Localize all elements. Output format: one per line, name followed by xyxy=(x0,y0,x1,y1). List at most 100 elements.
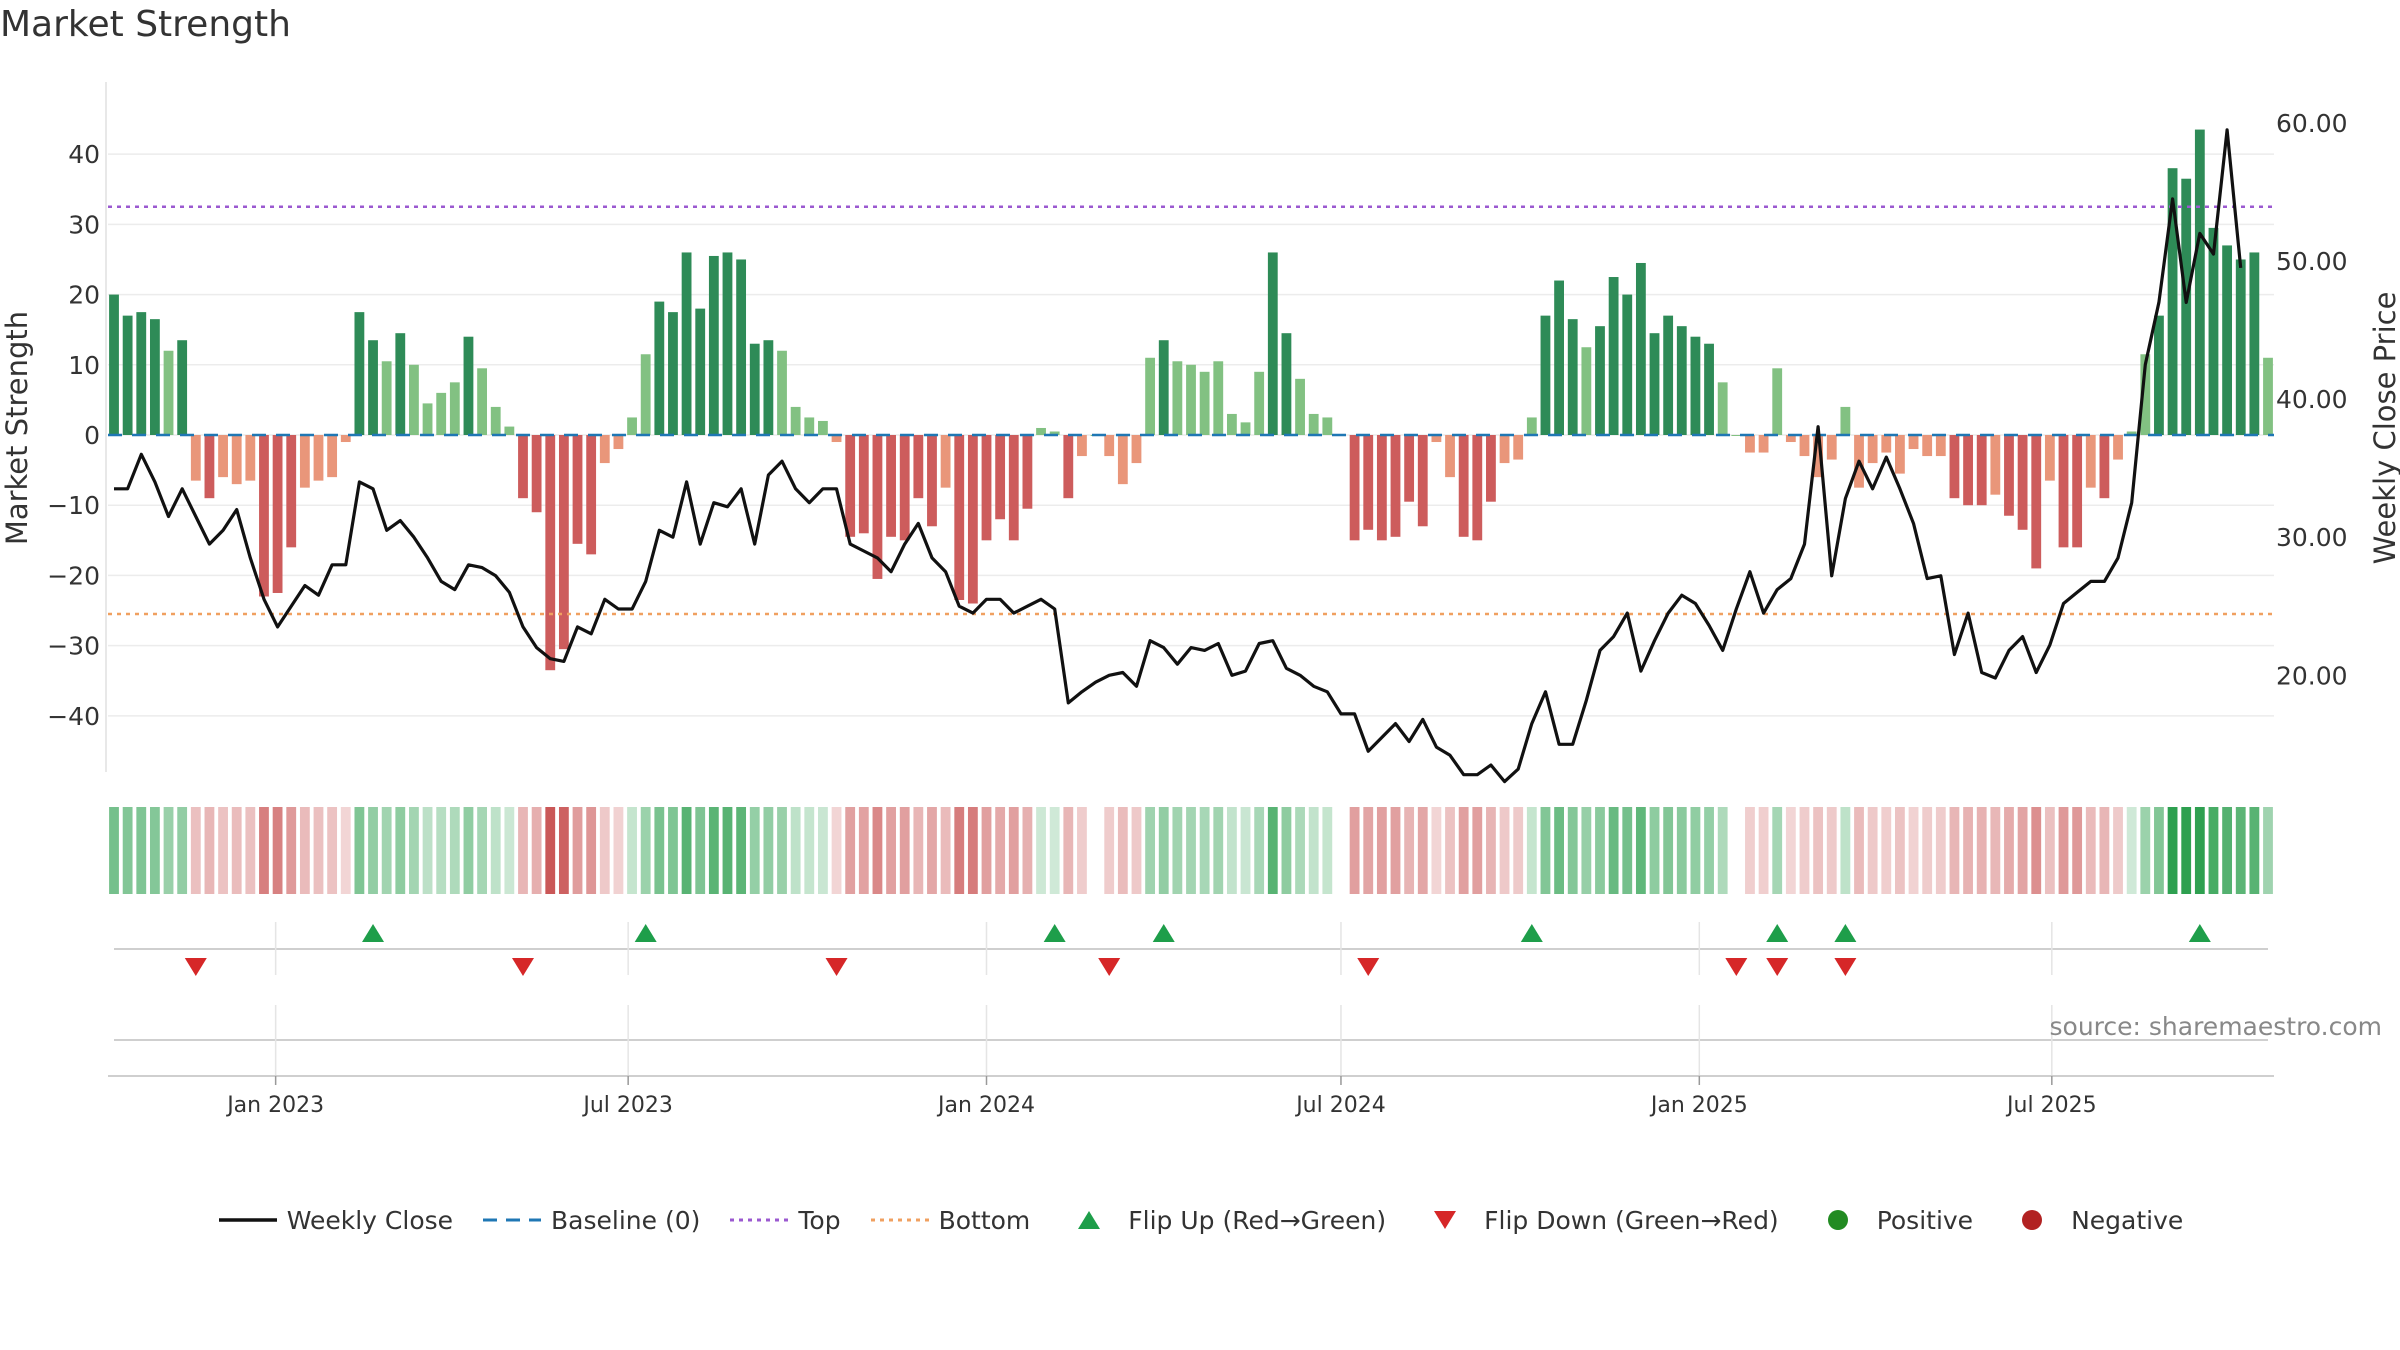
legend-symbol xyxy=(218,1218,277,1222)
legend-swatch xyxy=(1058,1205,1120,1235)
flip-up-marker xyxy=(1766,924,1789,942)
heat-cell xyxy=(954,807,965,894)
strength-bar xyxy=(2072,435,2083,548)
heat-cell xyxy=(1417,807,1428,894)
heat-cell xyxy=(1854,807,1864,894)
legend-item: Flip Down (Green→Red) xyxy=(1414,1205,1779,1235)
y-left-tick-label: 10 xyxy=(68,351,100,380)
heat-cell xyxy=(368,807,378,894)
strength-bar xyxy=(436,392,447,435)
heat-cell xyxy=(1376,807,1387,894)
strength-bar xyxy=(2154,315,2164,435)
legend-item: Baseline (0) xyxy=(481,1205,700,1235)
source-label: source: sharemaestro.com xyxy=(2049,1012,2383,1041)
heat-cell xyxy=(1704,807,1714,894)
strength-bar xyxy=(2058,435,2069,548)
strength-bar xyxy=(1908,435,1919,450)
strength-bar xyxy=(627,417,637,435)
heat-cell xyxy=(558,807,569,894)
heat-cell xyxy=(1908,807,1919,894)
flip-down-marker xyxy=(1834,958,1857,976)
strength-bar xyxy=(572,435,583,544)
heat-cell xyxy=(231,807,242,894)
heat-cell xyxy=(2017,807,2028,894)
strength-bar xyxy=(818,420,828,435)
strength-bar xyxy=(1431,435,1442,443)
heat-cell xyxy=(177,807,188,894)
x-tick-label: Jul 2025 xyxy=(2005,1093,2097,1118)
strength-bar xyxy=(981,435,992,541)
heat-cell xyxy=(872,807,883,894)
heat-cell xyxy=(1595,807,1605,894)
flip-up-marker xyxy=(1152,924,1175,942)
heat-cell xyxy=(136,807,147,894)
heat-cell xyxy=(1540,807,1551,894)
heat-cell xyxy=(286,807,297,894)
heat-cell xyxy=(109,807,119,894)
x-axis: Jan 2023 Jul 2023 Jan 2024 Jul 2024 Jan 2025… xyxy=(108,1075,2274,1118)
heat-cell xyxy=(381,807,392,894)
legend-item: Positive xyxy=(1807,1205,1973,1235)
heat-cell xyxy=(2058,807,2069,894)
legend-label: Flip Up (Red→Green) xyxy=(1128,1205,1387,1235)
strength-bar xyxy=(163,350,174,435)
heat-cell xyxy=(790,807,801,894)
strength-bar xyxy=(299,435,310,488)
strength-bar xyxy=(558,435,569,650)
y-left-tick-label: −20 xyxy=(47,561,100,590)
heat-cell xyxy=(1567,807,1578,894)
heat-cell xyxy=(1745,807,1755,894)
heat-cell xyxy=(886,807,896,894)
strength-bar xyxy=(1117,435,1128,485)
strength-bar xyxy=(2031,435,2042,569)
heat-cell xyxy=(2085,807,2096,894)
heat-cell xyxy=(804,807,815,894)
strength-bar xyxy=(1622,294,1633,435)
strength-bar xyxy=(463,336,474,435)
heat-cell xyxy=(722,807,733,894)
heat-cell xyxy=(1063,807,1074,894)
flip-down-marker xyxy=(1098,958,1121,976)
strength-bar xyxy=(1404,435,1415,502)
heat-cell xyxy=(681,807,692,894)
strength-bar xyxy=(149,319,160,435)
strength-bar xyxy=(1240,422,1251,435)
strength-bar xyxy=(967,435,978,604)
level-lines xyxy=(108,205,2274,616)
weekly-close-series xyxy=(114,128,2243,784)
strength-bar xyxy=(2099,435,2110,499)
heat-cell xyxy=(327,807,338,894)
heat-cell xyxy=(1445,807,1455,894)
heat-cell xyxy=(640,807,651,894)
strength-bar xyxy=(1881,435,1892,453)
strength-bar xyxy=(2222,245,2233,435)
strength-bar xyxy=(749,343,760,435)
legend-label: Positive xyxy=(1876,1205,1974,1235)
strength-bar xyxy=(940,435,951,488)
strength-bar xyxy=(136,312,147,435)
strength-bar xyxy=(1254,371,1265,435)
heat-cell xyxy=(749,807,760,894)
heat-cell xyxy=(831,807,842,894)
strength-bar xyxy=(1840,406,1851,435)
strength-bar xyxy=(1649,333,1660,435)
strength-bar xyxy=(109,294,119,435)
heat-cell xyxy=(1499,807,1510,894)
strength-bar xyxy=(1131,435,1142,464)
heat-cell xyxy=(1404,807,1415,894)
heat-cell xyxy=(1091,807,1101,894)
heat-cell xyxy=(518,807,528,894)
strength-bar xyxy=(1745,435,1755,453)
strength-bar xyxy=(858,435,869,534)
strength-bar xyxy=(1867,435,1878,464)
heat-cell xyxy=(1390,807,1401,894)
legend-item: Weekly Close xyxy=(217,1205,453,1235)
heat-cell xyxy=(1772,807,1783,894)
strength-bar xyxy=(2113,435,2123,460)
heat-cell xyxy=(913,807,924,894)
strength-bar xyxy=(259,435,269,597)
heat-cell xyxy=(1226,807,1237,894)
strength-bar xyxy=(872,435,883,579)
strength-bar xyxy=(899,435,910,541)
heat-cell xyxy=(736,807,747,894)
